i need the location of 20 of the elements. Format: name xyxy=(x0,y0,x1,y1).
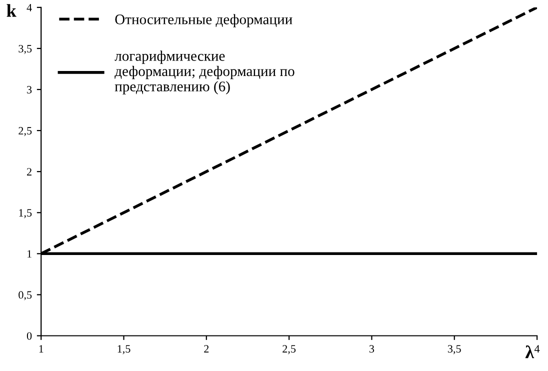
legend-label: Относительные деформации xyxy=(115,14,292,28)
x-tick-label: 3 xyxy=(369,345,374,353)
y-tick-label: 4 xyxy=(26,4,32,12)
y-tick-label: 0 xyxy=(26,332,32,340)
y-axis-title: k xyxy=(6,4,16,17)
y-tick-label: 1 xyxy=(27,250,32,258)
y-tick-label: 0,5 xyxy=(18,291,32,300)
y-tick-label: 3,5 xyxy=(18,44,32,54)
y-tick-label: 2 xyxy=(27,168,32,176)
x-tick-label: 2,5 xyxy=(282,345,296,354)
y-tick-label: 2,5 xyxy=(18,127,32,136)
y-tick-label: 1,5 xyxy=(19,209,32,218)
y-tick-label: 3 xyxy=(27,86,32,94)
legend-label: логарифмические деформации; деформации по представлению (6) xyxy=(114,50,294,94)
x-tick-label: 1,5 xyxy=(118,345,130,354)
x-tick-label: 4 xyxy=(534,345,540,352)
x-tick-label: 3,5 xyxy=(448,345,461,354)
x-tick-label: 1 xyxy=(39,345,44,352)
x-tick-label: 2 xyxy=(204,345,209,352)
x-axis-title: λ xyxy=(525,345,534,358)
